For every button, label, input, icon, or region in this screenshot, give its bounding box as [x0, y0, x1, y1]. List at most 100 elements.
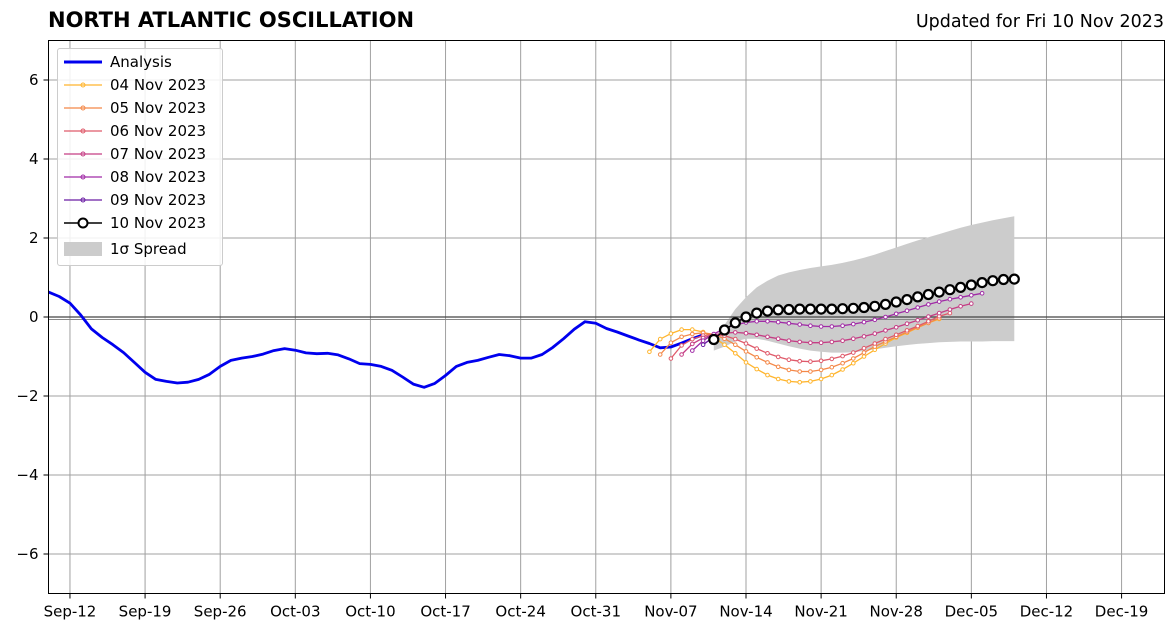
latest-forecast-point — [826, 303, 838, 315]
forecast-point — [700, 342, 706, 348]
forecast-point — [958, 304, 963, 309]
forecast-point — [786, 357, 792, 363]
legend-item-forecast: 07 Nov 2023 — [58, 144, 222, 164]
forecast-point — [818, 340, 824, 346]
forecast-point — [733, 336, 738, 342]
updated-date: Updated for Fri 10 Nov 2023 — [915, 12, 1164, 32]
forecast-point — [904, 308, 910, 314]
legend-item-analysis: Analysis — [58, 52, 222, 72]
forecast-point — [861, 350, 867, 355]
legend-item-forecast: 08 Nov 2023 — [58, 167, 222, 187]
latest-forecast-point — [858, 301, 870, 314]
x-tick-label: Dec-19 — [1095, 603, 1149, 621]
forecast-point — [679, 334, 684, 340]
forecast-series — [647, 291, 985, 385]
x-tick-label: Oct-03 — [270, 603, 320, 621]
latest-forecast-point — [815, 303, 827, 315]
forecast-point — [851, 336, 856, 342]
legend-label: 09 Nov 2023 — [110, 191, 207, 209]
forecast-point — [690, 341, 695, 347]
forecast-point — [808, 340, 813, 346]
x-tick-label: Dec-05 — [945, 603, 999, 621]
latest-forecast-point — [740, 311, 752, 323]
forecast-point — [647, 349, 652, 355]
forecast-point — [861, 334, 867, 339]
forecast-point — [872, 341, 878, 346]
forecast-point — [904, 321, 910, 327]
forecast-point — [851, 321, 856, 327]
forecast-point — [893, 311, 899, 317]
forecast-point — [840, 367, 845, 372]
forecast-point — [765, 351, 770, 356]
latest-forecast-point — [718, 324, 731, 336]
forecast-point — [840, 360, 845, 366]
forecast-point — [818, 376, 824, 382]
latest-forecast-point — [708, 333, 720, 346]
forecast-point — [818, 324, 824, 329]
forecast-point — [936, 310, 942, 316]
x-tick-label: Oct-10 — [345, 603, 395, 621]
forecast-point — [969, 293, 974, 298]
legend-label: Analysis — [110, 53, 172, 71]
latest-forecast-point — [751, 307, 763, 319]
forecast-point — [947, 307, 953, 312]
latest-forecast-point — [901, 294, 913, 306]
forecast-point — [797, 358, 803, 364]
latest-forecast-point — [869, 300, 881, 312]
forecast-point — [861, 319, 867, 325]
latest-forecast-point — [976, 277, 988, 289]
forecast-point — [743, 349, 749, 354]
forecast-series — [668, 310, 953, 364]
forecast-point — [690, 348, 695, 353]
latest-forecast-point — [944, 284, 956, 296]
forecast-point — [668, 331, 674, 336]
forecast-point — [958, 295, 963, 300]
x-tick-label: Dec-12 — [1020, 603, 1074, 621]
forecast-point — [893, 332, 899, 338]
y-tick-label: 0 — [29, 308, 39, 326]
forecast-point — [775, 376, 781, 382]
forecast-point — [743, 330, 749, 336]
forecast-point — [775, 319, 781, 325]
forecast-point — [808, 359, 813, 364]
forecast-point — [786, 321, 792, 326]
latest-forecast-point — [954, 281, 967, 293]
forecast-point — [851, 356, 856, 361]
forecast-point — [808, 323, 813, 329]
forecast-point — [947, 296, 953, 302]
forecast-point — [754, 366, 760, 372]
forecast-point — [743, 341, 749, 346]
forecast-point — [829, 339, 835, 345]
forecast-point — [700, 338, 706, 344]
y-tick-label: 4 — [29, 150, 39, 168]
forecast-point — [775, 354, 781, 360]
forecast-point — [775, 364, 781, 370]
x-tick-label: Sep-26 — [194, 603, 247, 621]
y-tick-label: −6 — [16, 545, 38, 563]
forecast-point — [754, 332, 760, 338]
forecast-point — [883, 328, 888, 333]
forecast-point — [904, 328, 910, 333]
forecast-point — [733, 330, 738, 335]
x-tick-label: Nov-21 — [794, 603, 847, 621]
latest-forecast-point — [729, 317, 741, 329]
x-tick-label: Sep-19 — [119, 603, 172, 621]
forecast-point — [861, 354, 867, 359]
forecast-point — [840, 353, 845, 359]
legend-item-spread: 1σ Spread — [58, 239, 222, 259]
chart-title: NORTH ATLANTIC OSCILLATION — [48, 8, 415, 32]
latest-forecast-point — [1008, 273, 1020, 285]
forecast-line — [648, 318, 940, 383]
forecast-point — [765, 372, 770, 378]
forecast-point — [818, 367, 824, 373]
forecast-point — [657, 352, 663, 357]
latest-forecast-point — [836, 303, 849, 315]
latest-forecast-point — [987, 275, 999, 287]
forecast-point — [915, 323, 921, 329]
forecast-point — [733, 351, 738, 356]
forecast-point — [829, 324, 835, 329]
latest-forecast-point — [912, 291, 924, 303]
x-axis: Sep-12 Sep-19 Sep-26 Oct-03 Oct-10 Oct-17 Oct-… — [44, 593, 1149, 621]
latest-forecast-point — [772, 304, 784, 316]
legend-label: 1σ Spread — [110, 240, 187, 258]
